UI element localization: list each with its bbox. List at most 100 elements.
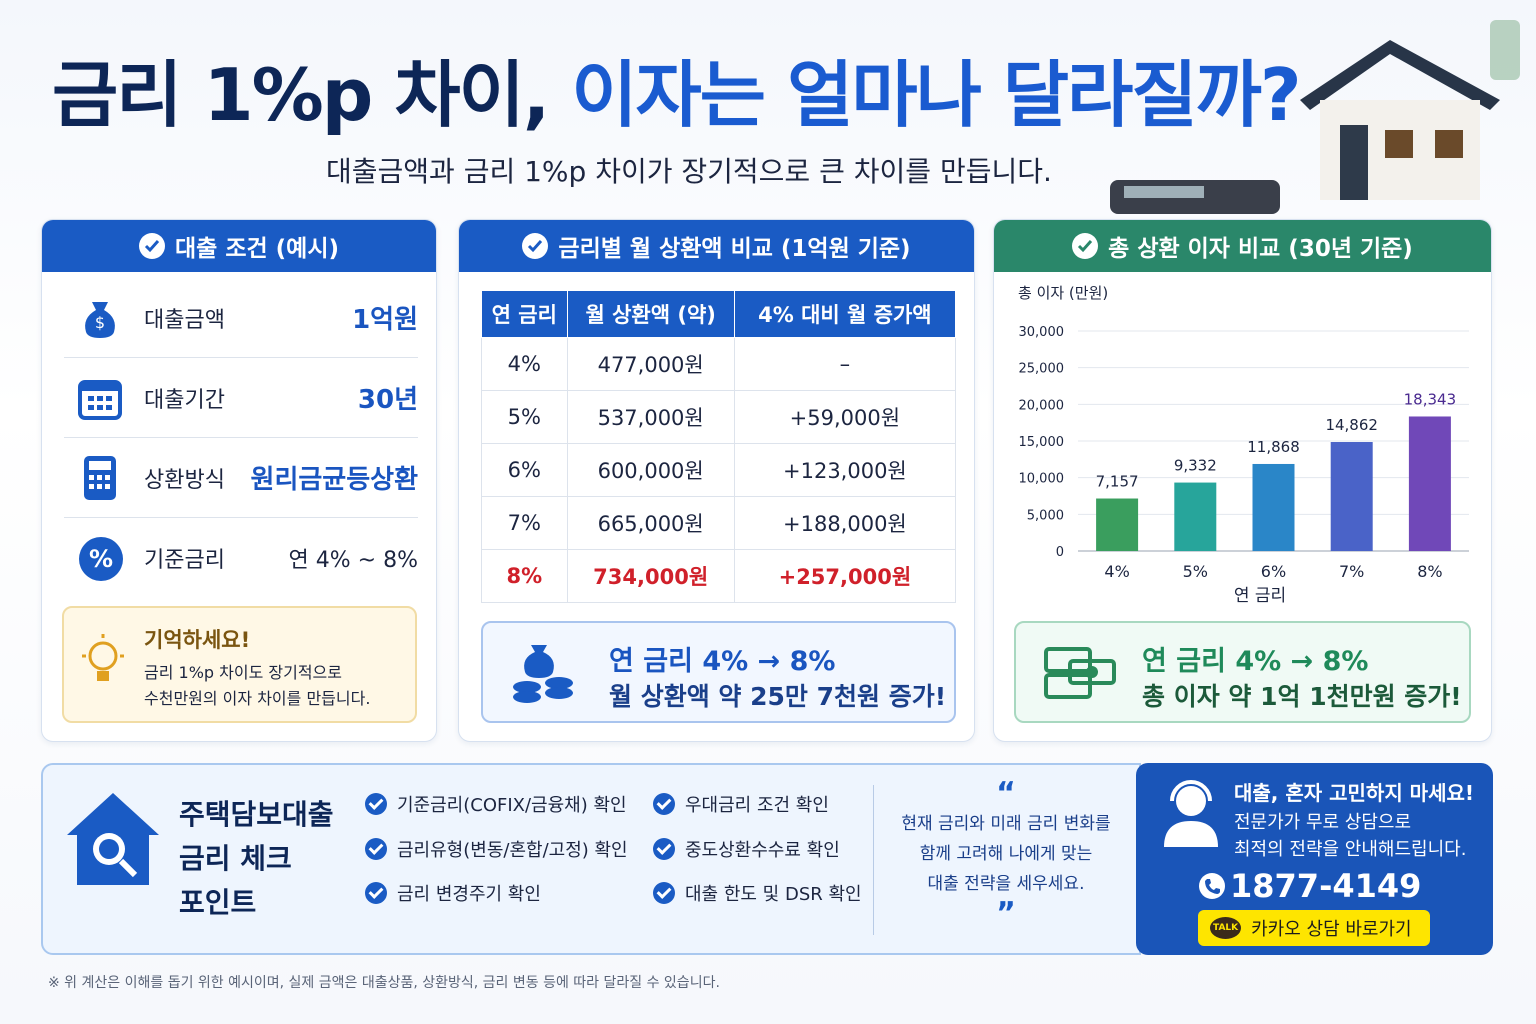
kakao-button[interactable]: TALK 카카오 상담 바로가기 [1198,910,1430,946]
consultant-icon [1164,780,1218,847]
bar [1174,482,1217,551]
table-cell: – [733,337,957,391]
chart-title: 총 상환 이자 비교 (30년 기준) [1108,236,1413,262]
check-icon [139,233,165,259]
item-text: 금리 변경주기 확인 [397,884,541,905]
condition-label: 대출금액 [144,307,225,333]
summary-line: 총 이자 약 1억 1천만원 증가! [1142,682,1462,711]
summary-line: 연 금리 4% → 8% [609,646,836,677]
item-text: 대출 한도 및 DSR 확인 [685,884,862,905]
condition-row: 상환방식 원리금균등상환 [64,438,418,518]
svg-text:$: $ [95,313,105,332]
quote-line: 현재 금리와 미래 금리 변화를 [901,814,1111,834]
money-bag-icon: $ [85,302,115,338]
percent-icon: % [79,537,123,581]
table-cell: 8% [481,549,568,603]
condition-value: 1억원 [352,305,418,335]
contact-box: 대출, 혼자 고민하지 마세요! 전문가가 무로 상담으로 최적의 전략을 안내해… [1136,763,1493,955]
table-cell: 734,000원 [566,549,735,603]
house-search-icon [67,793,159,885]
condition-row: % 기준금리 연 4% ~ 8% [64,518,418,598]
item-text: 금리유형(변동/혼합/고정) 확인 [397,840,628,861]
table-row: 8% 734,000원 +257,000원 [481,549,957,603]
check [528,240,543,253]
panel-title: 금리별 월 상환액 비교 (1억원 기준) [558,236,911,262]
x-tick-label: 7% [1339,562,1364,581]
checklist-title-line: 금리 체크 [179,842,292,875]
phone-icon [1199,873,1225,899]
item-text: 기준금리(COFIX/금융채) 확인 [397,795,627,816]
note-text: 금리 1%p 차이도 장기적으로 수천만원의 이자 차이를 만듭니다. [144,660,370,712]
panel-header: 금리별 월 상환액 비교 (1억원 기준) [459,220,974,272]
y-tick-label: 20,000 [1019,398,1065,413]
subtitle: 대출금액과 금리 1%p 차이가 장기적으로 큰 차이를 만듭니다. [326,155,1052,188]
title-main: 금리 1%p 차이, [52,53,550,137]
check-icon [365,882,387,904]
x-tick-label: 8% [1417,562,1442,581]
summary-line: 월 상환액 약 25만 7천원 증가! [609,682,947,711]
table-cell: +188,000원 [733,496,957,550]
panel-header: 총 상환 이자 비교 (30년 기준) [994,220,1491,272]
kakao-badge: TALK [1210,917,1242,939]
check-icon [653,838,675,860]
contact-line: 전문가가 무로 상담으로 [1234,812,1412,833]
column-header: 월 상환액 (약) [566,290,735,338]
quote-line: 대출 전략을 세우세요. [927,874,1085,894]
checklist-item: 우대금리 조건 확인 [653,791,829,817]
window [1435,130,1463,158]
check-icon [653,882,675,904]
table-cell: 600,000원 [566,443,735,497]
title-highlight: 이자는 얼마나 달라질까? [571,53,1301,137]
note-box: 기억하세요! 금리 1%p 차이도 장기적으로 수천만원의 이자 차이를 만듭니다… [62,606,417,723]
button-label: 카카오 상담 바로가기 [1251,919,1412,940]
table-row: 4% 477,000원 – [481,337,957,391]
checklist-item: 대출 한도 및 DSR 확인 [653,880,862,906]
x-axis-label: 연 금리 [1234,586,1286,606]
condition-row: 대출기간 30년 [64,358,418,438]
bar [1096,498,1139,551]
bar-chart: 총 이자 (만원) 연 금리 0 5,000 10,000 15,000 20,000 2… [1018,284,1469,606]
bar [1408,416,1451,551]
divider [873,785,874,935]
table-cell: +257,000원 [733,549,957,603]
table-cell: 7% [481,496,568,550]
roof [1300,40,1500,110]
phone-number: 1877-4149 [1230,867,1422,905]
quote-close: ” [996,896,1016,931]
item-text: 우대금리 조건 확인 [685,795,829,816]
calendar-icon [78,380,122,420]
check-icon [1072,233,1099,259]
summary-line: 연 금리 4% → 8% [1142,646,1369,677]
table-row: 5% 537,000원 +59,000원 [481,390,957,444]
note-line: 금리 1%p 차이도 장기적으로 [144,663,342,682]
check [1078,240,1093,253]
money-icon [513,645,573,703]
x-tick-label: 5% [1183,562,1208,581]
y-tick-label: 0 [1056,545,1064,560]
conditions-panel: 대출 조건 (예시) $ 대출금액 1억원 대출기간 30년 상환방식 원리금균등상환 … [41,219,437,742]
table-head: 연 금리 월 상환액 (약) 4% 대비 월 증가액 [481,290,957,338]
checklist-item: 기준금리(COFIX/금융채) 확인 [365,791,627,817]
checklist-item: 금리유형(변동/혼합/고정) 확인 [365,836,628,862]
summary-box: 연 금리 4% → 8% 총 이자 약 1억 1천만원 증가! [1014,621,1471,723]
checklist-title-line: 주택담보대출 [179,798,334,831]
value-label: 7,157 [1096,473,1139,491]
table-row: 7% 665,000원 +188,000원 [481,496,957,550]
checklist-title-line: 포인트 [179,886,257,919]
value-label: 18,343 [1404,390,1457,408]
check-icon [653,793,675,815]
table-cell: 477,000원 [566,337,735,391]
note-title: 기억하세요! [144,628,251,652]
check-icon [365,838,387,860]
y-tick-label: 5,000 [1027,508,1064,523]
chart-panel: 총 상환 이자 비교 (30년 기준) 총 이자 (만원) 연 금리 0 5,00… [993,219,1492,742]
bulb-icon [82,634,124,681]
value-label: 9,332 [1174,457,1217,475]
plant [1490,20,1520,80]
condition-label: 상환방식 [144,467,225,493]
contact-text: 전문가가 무로 상담으로 최적의 전략을 안내해드립니다. [1234,809,1466,863]
title: 금리 1%p 차이, 이자는 얼마나 달라질까? [52,36,1302,141]
y-tick-label: 25,000 [1019,362,1065,377]
